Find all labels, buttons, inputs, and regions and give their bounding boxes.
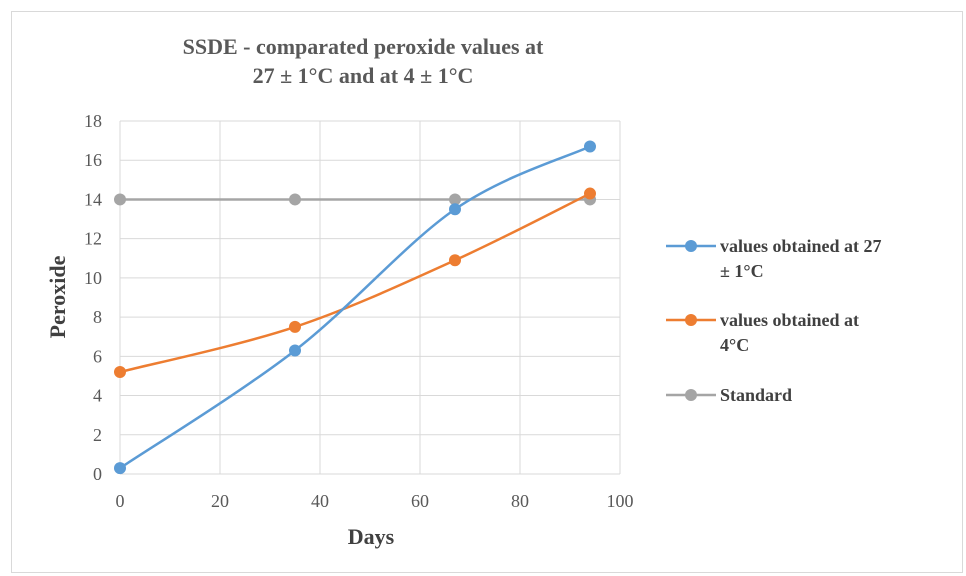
y-tick-label: 16 <box>84 150 102 170</box>
chart-title-line-2: 27 ± 1°C and at 4 ± 1°C <box>253 63 474 88</box>
x-tick-label: 40 <box>311 491 329 511</box>
legend-marker-1 <box>685 314 697 326</box>
x-tick-label: 100 <box>607 491 634 511</box>
legend-label-0: values obtained at 27 <box>720 236 882 256</box>
legend: values obtained at 27 ± 1°C values obtaine… <box>666 236 882 405</box>
data-point-1 <box>584 187 596 200</box>
chart-title-line-1: SSDE - comparated peroxide values at <box>183 34 544 59</box>
y-tick-label: 8 <box>93 307 102 327</box>
legend-label-0: ± 1°C <box>720 261 764 281</box>
legend-label-2: Standard <box>720 385 792 405</box>
data-point-0 <box>289 344 301 357</box>
data-point-2 <box>449 193 461 206</box>
data-point-1 <box>114 366 126 379</box>
x-tick-label: 60 <box>411 491 429 511</box>
data-point-2 <box>289 193 301 206</box>
y-tick-label: 18 <box>84 111 102 131</box>
y-tick-label: 0 <box>93 464 102 484</box>
series-layer <box>114 140 596 475</box>
grid <box>119 120 621 475</box>
data-point-0 <box>584 140 596 153</box>
legend-marker-2 <box>685 389 697 401</box>
series-line-0 <box>119 145 591 470</box>
y-tick-label: 2 <box>93 425 102 445</box>
legend-marker-0 <box>685 240 697 252</box>
data-point-2 <box>114 193 126 206</box>
y-tick-label: 14 <box>84 189 102 209</box>
y-tick-label: 10 <box>84 268 102 288</box>
data-point-0 <box>114 462 126 475</box>
data-point-0 <box>449 203 461 216</box>
y-axis-label: Peroxide <box>45 255 70 338</box>
x-tick-label: 80 <box>511 491 529 511</box>
tick-labels: 0 2 4 6 8 10 12 14 16 18 0 20 40 60 80 100 <box>84 111 634 511</box>
legend-label-1: 4°C <box>720 335 749 355</box>
x-tick-label: 20 <box>211 491 229 511</box>
y-tick-label: 12 <box>84 229 102 249</box>
y-tick-label: 6 <box>93 346 102 366</box>
chart-frame <box>11 11 963 573</box>
y-tick-label: 4 <box>93 386 102 406</box>
x-tick-label: 0 <box>116 491 125 511</box>
x-axis-label: Days <box>348 524 395 549</box>
data-point-1 <box>449 254 461 267</box>
series-line-1 <box>119 192 591 374</box>
data-point-1 <box>289 320 301 333</box>
legend-label-1: values obtained at <box>720 310 859 330</box>
